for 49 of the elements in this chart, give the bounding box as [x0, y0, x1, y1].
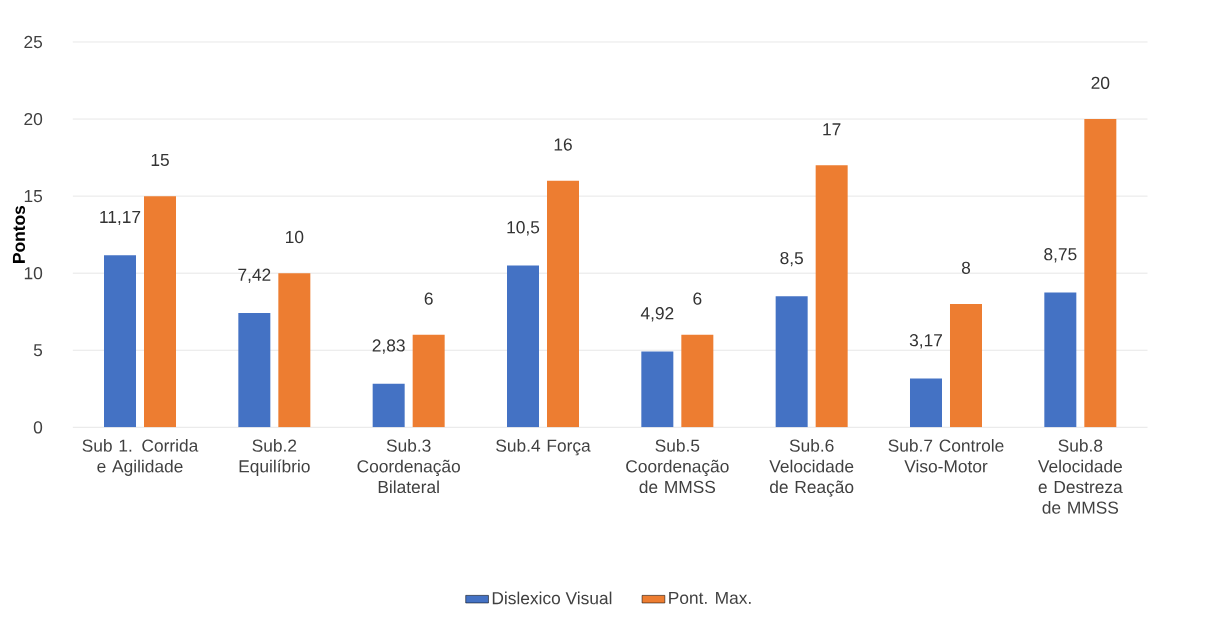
data-label: 2,83: [372, 339, 405, 354]
x-tick-label: Sub.8 Velocidade e Destreza de MMSS: [1038, 439, 1123, 514]
x-tick-label: Sub.3 Coordenação Bilateral: [357, 439, 460, 494]
data-label: 15: [151, 153, 169, 167]
data-label: 6: [424, 292, 433, 305]
bar: [681, 334, 714, 428]
data-label: 8,75: [1044, 248, 1077, 263]
data-label: 11,17: [100, 210, 141, 226]
bar: [104, 255, 137, 428]
data-label: 6: [693, 292, 702, 305]
bar: [238, 312, 271, 428]
y-tick-label: 15: [24, 190, 43, 203]
data-label: 3,17: [909, 334, 942, 349]
data-label: 16: [554, 138, 572, 151]
data-label: 10: [286, 230, 304, 244]
legend-label: Dislexico Visual: [492, 591, 612, 605]
y-tick-label: 20: [24, 112, 43, 126]
bar: [775, 296, 808, 428]
x-tick-label: Sub.2 Equilíbrio: [239, 439, 310, 476]
data-label: 4,92: [640, 307, 674, 322]
data-label: 7,42: [238, 268, 271, 283]
bar: [1084, 119, 1117, 428]
x-tick-label: Sub 1. Corrida e Agilidade: [82, 439, 199, 476]
data-label: 10,5: [507, 221, 540, 236]
bar: [815, 165, 848, 428]
data-label: 8,5: [780, 251, 803, 267]
y-tick-label: 10: [24, 267, 43, 280]
bar: [412, 334, 445, 428]
x-tick-label: Sub.5 Coordenação de MMSS: [626, 439, 729, 494]
bar: [547, 180, 579, 428]
y-axis-title: Pontos: [12, 205, 26, 263]
x-tick-label: Sub.4 Força: [496, 439, 591, 456]
bar: [144, 196, 177, 428]
bar: [278, 273, 311, 428]
y-tick-label: 25: [24, 35, 43, 49]
y-tick-label: 5: [33, 344, 43, 357]
data-label: 20: [1091, 76, 1110, 90]
bar: [507, 265, 539, 428]
x-tick-label: Sub.7 Controle Viso-Motor: [888, 439, 1004, 473]
bar: [641, 351, 674, 428]
legend-label: Pont. Max.: [669, 591, 751, 605]
bar: [949, 304, 982, 428]
x-tick-label: Sub.6 Velocidade de Reação: [769, 439, 854, 497]
y-tick-label: 0: [33, 421, 43, 434]
bar: [372, 383, 405, 428]
bar: [1044, 292, 1077, 428]
data-label: 17: [823, 123, 841, 136]
data-label: 8: [961, 261, 971, 274]
bar: [910, 378, 942, 428]
